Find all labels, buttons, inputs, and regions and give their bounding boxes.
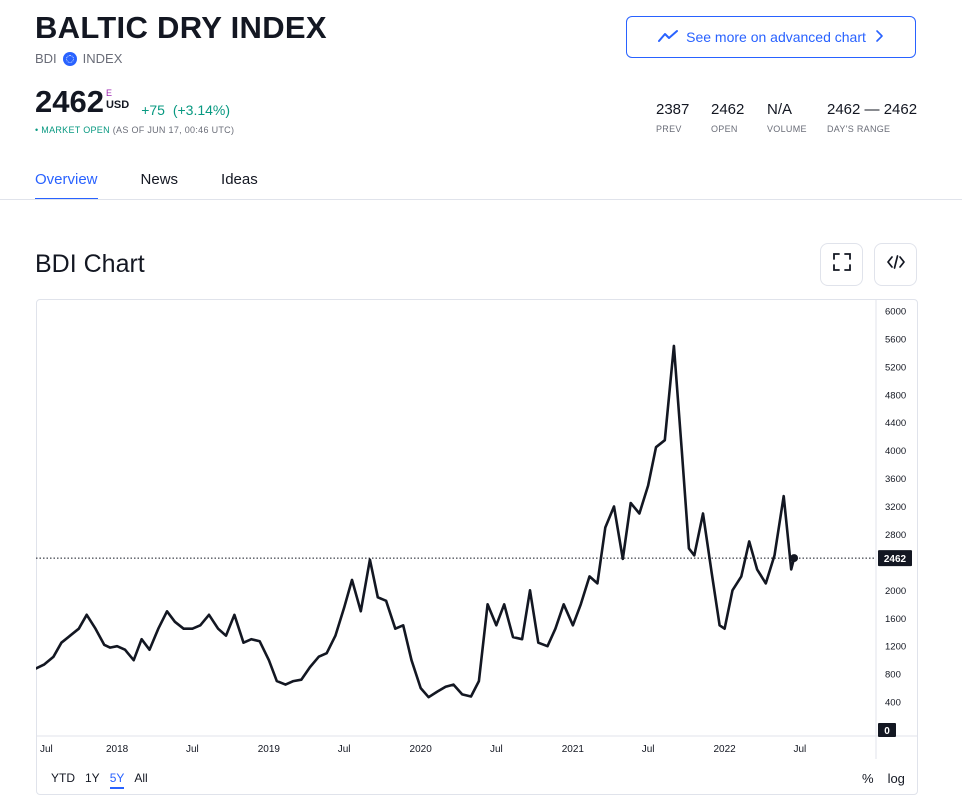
y-tick-label: 4800: [885, 390, 906, 401]
market-status: • MARKET OPEN (AS OF JUN 17, 00:46 UTC): [35, 125, 234, 135]
embed-button[interactable]: [874, 243, 917, 286]
x-tick-label: Jul: [642, 744, 655, 755]
y-tick-label: 5200: [885, 362, 906, 373]
trend-line-icon: [658, 29, 679, 46]
stat-label: PREV: [656, 124, 682, 134]
price-currency: USD: [105, 99, 130, 111]
last-price: 2462: [35, 84, 104, 119]
chevron-right-icon: [874, 29, 884, 46]
globe-icon: [62, 51, 77, 66]
scale-options: % log: [862, 771, 905, 786]
y-tick-label: 2000: [885, 586, 906, 597]
price-marker: E: [105, 88, 112, 98]
price-change: +75 (+3.14%): [141, 102, 230, 118]
y-tick-label: 2800: [885, 530, 906, 541]
range-1y[interactable]: 1Y: [85, 771, 100, 785]
bdi-line-chart[interactable]: 4008001200160020002400280032003600400044…: [36, 299, 918, 759]
stat-days-range: 2462 — 2462 DAY'S RANGE: [827, 101, 917, 134]
tab-bar: Overview News Ideas: [35, 171, 301, 200]
y-tick-label: 3200: [885, 502, 906, 513]
market-dot-icon: •: [35, 125, 39, 135]
symbol-line: BDI INDEX: [35, 51, 122, 66]
symbol-type: INDEX: [82, 51, 123, 66]
fullscreen-button[interactable]: [820, 243, 863, 286]
market-status-text: MARKET OPEN: [41, 125, 110, 135]
symbol-ticker: BDI: [35, 51, 57, 66]
x-tick-label: 2018: [106, 744, 129, 755]
zero-label: 0: [884, 726, 890, 737]
price-meta: E USD: [106, 89, 129, 112]
chart-container: [36, 299, 918, 795]
x-tick-label: Jul: [338, 744, 351, 755]
y-tick-label: 1600: [885, 614, 906, 625]
range-ytd[interactable]: YTD: [51, 771, 75, 785]
y-tick-label: 800: [885, 670, 901, 681]
zero-badge: [878, 723, 896, 737]
stat-volume: N/A VOLUME: [767, 101, 807, 134]
stat-open: 2462 OPEN: [711, 101, 744, 134]
advanced-chart-button[interactable]: See more on advanced chart: [626, 16, 916, 58]
x-tick-label: Jul: [186, 744, 199, 755]
range-selector: YTD 1Y 5Y All: [51, 771, 148, 789]
x-tick-label: 2019: [258, 744, 281, 755]
last-point-marker: [790, 554, 799, 563]
range-all[interactable]: All: [134, 771, 148, 785]
stat-label: VOLUME: [767, 124, 807, 134]
log-scale-toggle[interactable]: log: [887, 771, 905, 786]
fullscreen-icon: [832, 252, 852, 277]
tab-news[interactable]: News: [140, 171, 179, 188]
tab-ideas[interactable]: Ideas: [221, 171, 258, 188]
code-embed-icon: [886, 252, 906, 277]
stat-value: 2387: [656, 101, 690, 118]
last-value-label: 2462: [884, 554, 907, 565]
stat-value: 2462: [711, 101, 745, 118]
x-tick-label: 2021: [562, 744, 585, 755]
stat-label: DAY'S RANGE: [827, 124, 891, 134]
page-title: BALTIC DRY INDEX: [35, 10, 327, 45]
change-abs: +75: [141, 102, 165, 118]
x-tick-label: Jul: [490, 744, 503, 755]
tab-divider: [0, 199, 962, 200]
y-tick-label: 5600: [885, 334, 906, 345]
y-tick-label: 3600: [885, 474, 906, 485]
stat-value: N/A: [767, 101, 793, 118]
x-tick-label: 2020: [410, 744, 433, 755]
y-tick-label: 4400: [885, 418, 906, 429]
chart-title: BDI Chart: [35, 250, 145, 278]
x-tick-label: 2022: [714, 744, 737, 755]
y-tick-label: 1200: [885, 642, 906, 653]
percent-scale-toggle[interactable]: %: [862, 771, 874, 786]
y-tick-label: 4000: [885, 446, 906, 457]
y-tick-label: 6000: [885, 307, 906, 318]
price-block: 2462 E USD +75 (+3.14%): [35, 84, 230, 120]
stat-prev: 2387 PREV: [656, 101, 689, 134]
advanced-chart-label: See more on advanced chart: [686, 29, 866, 45]
as-of-text: (AS OF JUN 17, 00:46 UTC): [112, 125, 235, 135]
stat-value: 2462 — 2462: [827, 101, 918, 118]
x-tick-label: Jul: [40, 744, 53, 755]
x-tick-label: Jul: [794, 744, 807, 755]
change-pct: (+3.14%): [172, 102, 231, 118]
tab-overview[interactable]: Overview: [35, 171, 98, 200]
range-5y[interactable]: 5Y: [109, 771, 125, 789]
y-tick-label: 400: [885, 698, 901, 709]
last-value-badge: [878, 550, 912, 567]
stat-label: OPEN: [711, 124, 738, 134]
series-line: [36, 344, 796, 699]
